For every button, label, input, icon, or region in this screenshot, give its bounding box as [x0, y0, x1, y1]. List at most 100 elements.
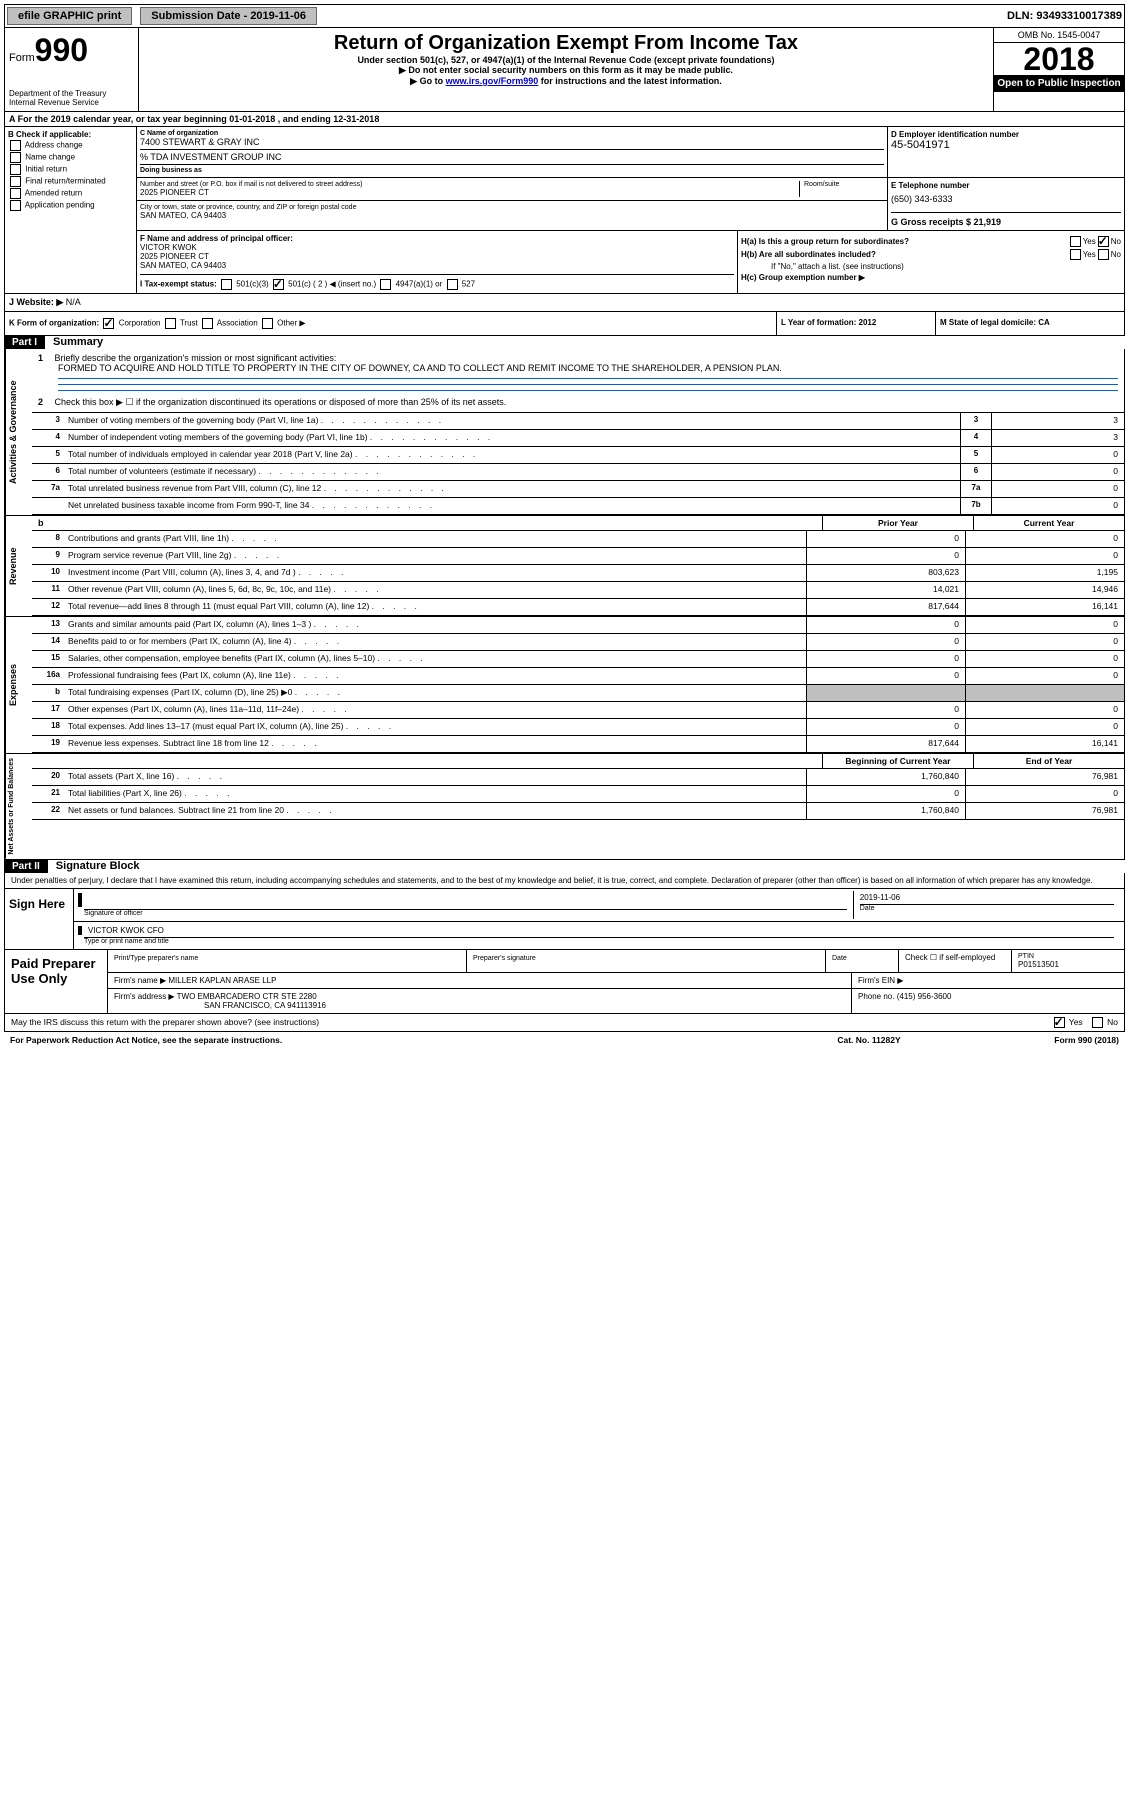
efile-button[interactable]: efile GRAPHIC print: [7, 7, 132, 25]
line-9: 9 Program service revenue (Part VIII, li…: [32, 548, 1124, 565]
section-d-ein: D Employer identification number 45-5041…: [888, 127, 1124, 177]
chk-501c3[interactable]: [221, 279, 232, 290]
section-j: J Website: ▶ N/A: [4, 294, 1125, 312]
mission-block: 1 Briefly describe the organization's mi…: [32, 349, 1124, 413]
line-17: 17 Other expenses (Part IX, column (A), …: [32, 702, 1124, 719]
chk-527[interactable]: [447, 279, 458, 290]
side-governance: Activities & Governance: [5, 349, 32, 515]
firm-ein-label: Firm's EIN ▶: [858, 976, 903, 985]
city-state-zip: SAN MATEO, CA 94403: [140, 211, 226, 220]
irs-link[interactable]: www.irs.gov/Form990: [446, 76, 539, 86]
dba-label: Doing business as: [140, 164, 884, 174]
line-18: 18 Total expenses. Add lines 13–17 (must…: [32, 719, 1124, 736]
paid-preparer-block: Paid Preparer Use Only Print/Type prepar…: [4, 950, 1125, 1014]
row-a-tax-year: A For the 2019 calendar year, or tax yea…: [4, 112, 1125, 127]
c-name-label: C Name of organization: [140, 130, 884, 137]
discuss-no[interactable]: [1092, 1017, 1103, 1028]
year-box: OMB No. 1545-0047 2018 Open to Public In…: [993, 28, 1124, 111]
ha-yes[interactable]: [1070, 236, 1081, 247]
org-name: 7400 STEWART & GRAY INC: [140, 137, 884, 147]
opt-trust: Trust: [180, 319, 198, 328]
begin-year-label: Beginning of Current Year: [822, 754, 973, 768]
line-6: 6 Total number of volunteers (estimate i…: [32, 464, 1124, 481]
sig-officer-label: Signature of officer: [84, 909, 847, 917]
side-revenue: Revenue: [5, 516, 32, 616]
ein-label: D Employer identification number: [891, 130, 1121, 139]
part2-header: Part IISignature Block: [4, 860, 1125, 873]
firm-name: MILLER KAPLAN ARASE LLP: [168, 976, 276, 985]
note2-pre: ▶ Go to: [410, 76, 445, 86]
note2-post: for instructions and the latest informat…: [538, 76, 722, 86]
line-b: b Total fundraising expenses (Part IX, c…: [32, 685, 1124, 702]
section-c-addr: Number and street (or P.O. box if mail i…: [137, 178, 888, 230]
prior-year-label: Prior Year: [822, 516, 973, 530]
chk-final-return[interactable]: Final return/terminated: [8, 176, 133, 187]
page-footer: For Paperwork Reduction Act Notice, see …: [4, 1032, 1125, 1048]
prep-name-label: Print/Type preparer's name: [114, 955, 198, 962]
ha-no[interactable]: [1098, 236, 1109, 247]
line-14: 14 Benefits paid to or for members (Part…: [32, 634, 1124, 651]
hb-yes[interactable]: [1070, 249, 1081, 260]
open-public: Open to Public Inspection: [994, 75, 1124, 92]
phone-label: Phone no.: [858, 992, 894, 1001]
part1-label: Part I: [4, 336, 45, 349]
officer-city: SAN MATEO, CA 94403: [140, 261, 226, 270]
opt-501c3: 501(c)(3): [236, 280, 268, 289]
form-title: Return of Organization Exempt From Incom…: [143, 32, 989, 55]
opt-501c: 501(c) ( 2 ) ◀ (insert no.): [288, 280, 376, 289]
form-header: Form990 Department of the Treasury Inter…: [4, 28, 1125, 112]
line-10: 10 Investment income (Part VIII, column …: [32, 565, 1124, 582]
section-h: H(a) Is this a group return for subordin…: [738, 231, 1124, 293]
firm-name-label: Firm's name ▶: [114, 976, 166, 985]
col-cd: C Name of organization 7400 STEWART & GR…: [137, 127, 1124, 293]
tax-year: 2018: [994, 43, 1124, 75]
chk-trust[interactable]: [165, 318, 176, 329]
title-box: Return of Organization Exempt From Incom…: [139, 28, 993, 111]
chk-name-change[interactable]: Name change: [8, 152, 133, 163]
firm-addr: TWO EMBARCADERO CTR STE 2280: [177, 992, 317, 1001]
check-self: Check ☐ if self-employed: [905, 953, 995, 962]
chk-assoc[interactable]: [202, 318, 213, 329]
dept-treasury: Department of the Treasury Internal Reve…: [9, 89, 134, 107]
form-version: Form 990 (2018): [969, 1035, 1119, 1045]
chk-other[interactable]: [262, 318, 273, 329]
line-12: 12 Total revenue—add lines 8 through 11 …: [32, 599, 1124, 616]
telephone: (650) 343-6333: [891, 194, 1121, 204]
chk-app-pending[interactable]: Application pending: [8, 200, 133, 211]
line-4: 4 Number of independent voting members o…: [32, 430, 1124, 447]
section-b: B Check if applicable: Address change Na…: [5, 127, 137, 293]
signature-block: Under penalties of perjury, I declare th…: [4, 873, 1125, 950]
perjury-declaration: Under penalties of perjury, I declare th…: [5, 873, 1124, 888]
row-klm: K Form of organization: Corporation Trus…: [4, 312, 1125, 336]
officer-name-title: VICTOR KWOK CFO: [88, 926, 164, 935]
officer-label: F Name and address of principal officer:: [140, 234, 293, 243]
top-bar: efile GRAPHIC print Submission Date - 20…: [4, 4, 1125, 28]
addr-label: Number and street (or P.O. box if mail i…: [140, 181, 799, 188]
firm-city: SAN FRANCISCO, CA 941113916: [204, 1001, 326, 1010]
street-address: 2025 PIONEER CT: [140, 188, 209, 197]
prep-sig-label: Preparer's signature: [473, 955, 536, 962]
side-netassets: Net Assets or Fund Balances: [5, 754, 32, 859]
chk-amended-return[interactable]: Amended return: [8, 188, 133, 199]
chk-4947[interactable]: [380, 279, 391, 290]
discuss-yes[interactable]: [1054, 1017, 1065, 1028]
chk-501c[interactable]: [273, 279, 284, 290]
hb-no[interactable]: [1098, 249, 1109, 260]
section-c-name: C Name of organization 7400 STEWART & GR…: [137, 127, 888, 177]
firm-addr-label: Firm's address ▶: [114, 992, 175, 1001]
opt-corp: Corporation: [119, 319, 161, 328]
form-id-box: Form990 Department of the Treasury Inter…: [5, 28, 139, 111]
cat-no: Cat. No. 11282Y: [769, 1035, 969, 1045]
opt-assoc: Association: [217, 319, 258, 328]
ptin-value: P01513501: [1018, 960, 1059, 969]
line-19: 19 Revenue less expenses. Subtract line …: [32, 736, 1124, 753]
gross-receipts: G Gross receipts $ 21,919: [891, 212, 1121, 227]
chk-initial-return[interactable]: Initial return: [8, 164, 133, 175]
k-label: K Form of organization:: [9, 319, 99, 328]
mission-text: FORMED TO ACQUIRE AND HOLD TITLE TO PROP…: [58, 363, 782, 373]
chk-address-change[interactable]: Address change: [8, 140, 133, 151]
chk-corp[interactable]: [103, 318, 114, 329]
section-e-g: E Telephone number (650) 343-6333 G Gros…: [888, 178, 1124, 230]
b-label: B Check if applicable:: [8, 130, 133, 139]
name-title-label: Type or print name and title: [84, 937, 1114, 945]
